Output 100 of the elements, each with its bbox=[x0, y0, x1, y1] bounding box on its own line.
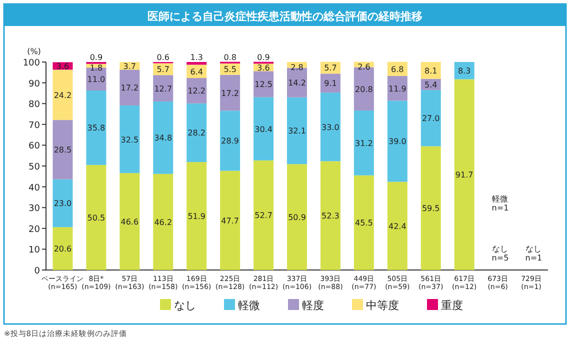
bar bbox=[153, 75, 174, 102]
bar bbox=[454, 62, 474, 80]
legend-label: なし bbox=[174, 299, 196, 312]
data-label: 39.0 bbox=[388, 137, 406, 146]
y-tick-label: 60 bbox=[28, 142, 40, 152]
data-label: 5.7 bbox=[324, 64, 337, 73]
data-label: 2.8 bbox=[290, 62, 304, 72]
data-label: 8.3 bbox=[458, 66, 471, 76]
bar bbox=[153, 102, 174, 174]
bar bbox=[387, 76, 408, 101]
data-label: 28.5 bbox=[54, 146, 72, 155]
data-label: 8.1 bbox=[424, 66, 438, 76]
data-label: 59.5 bbox=[422, 204, 440, 214]
data-label: 6.8 bbox=[391, 64, 404, 74]
bar bbox=[186, 62, 207, 65]
data-label: 34.8 bbox=[154, 134, 172, 143]
data-label: 46.2 bbox=[154, 218, 172, 227]
y-tick-label: 20 bbox=[28, 224, 40, 235]
data-label: 2.6 bbox=[358, 62, 370, 72]
bar bbox=[52, 70, 73, 120]
data-label: 33.0 bbox=[322, 122, 340, 132]
bar bbox=[86, 90, 106, 165]
bar bbox=[120, 70, 140, 106]
bar bbox=[254, 71, 274, 98]
bar bbox=[52, 179, 73, 228]
data-label: 3.6 bbox=[56, 62, 70, 71]
data-label: 50.9 bbox=[288, 213, 306, 222]
data-label: 23.0 bbox=[54, 199, 72, 208]
data-label: 42.4 bbox=[388, 222, 406, 231]
y-tick-label: 80 bbox=[28, 100, 40, 110]
y-tick-label: 0 bbox=[34, 266, 40, 276]
y-tick-label: 30 bbox=[28, 204, 40, 214]
data-label: 50.5 bbox=[87, 213, 106, 222]
data-label: 47.7 bbox=[221, 216, 239, 226]
bar bbox=[153, 174, 174, 270]
data-label: 0.9 bbox=[257, 52, 270, 62]
bar bbox=[287, 164, 307, 270]
data-label: 12.5 bbox=[254, 80, 272, 90]
bar bbox=[287, 97, 307, 164]
bar bbox=[220, 74, 240, 111]
data-label: 11.0 bbox=[87, 75, 106, 84]
data-label: 20.6 bbox=[54, 244, 72, 254]
annotation: なし n=5 bbox=[492, 244, 509, 262]
bar bbox=[186, 162, 207, 270]
bar bbox=[52, 120, 73, 180]
bar bbox=[454, 79, 474, 270]
data-label: 5.7 bbox=[156, 65, 170, 74]
data-label: 12.7 bbox=[154, 84, 172, 94]
bar bbox=[387, 100, 408, 182]
data-label: 31.2 bbox=[355, 138, 373, 148]
bar bbox=[320, 92, 340, 162]
data-label: 1.8 bbox=[90, 64, 103, 73]
data-label: 91.7 bbox=[455, 170, 474, 180]
data-label: 0.8 bbox=[224, 52, 236, 62]
data-label: 17.2 bbox=[221, 88, 239, 98]
data-label: 14.2 bbox=[288, 78, 306, 88]
data-label: 35.8 bbox=[87, 124, 106, 133]
data-label: 51.9 bbox=[188, 212, 206, 222]
data-label: 5.5 bbox=[224, 65, 236, 74]
y-tick-label: 90 bbox=[28, 79, 40, 90]
bar bbox=[254, 160, 274, 270]
y-tick-label: 100 bbox=[22, 58, 40, 68]
bar bbox=[254, 97, 274, 160]
data-label: 17.2 bbox=[120, 84, 139, 93]
y-tick-label: 70 bbox=[28, 120, 40, 131]
annotation: なし n=1 bbox=[525, 244, 542, 262]
data-label: 24.2 bbox=[54, 90, 72, 100]
data-label: 28.2 bbox=[188, 128, 206, 138]
legend-label: 軽度 bbox=[302, 299, 324, 312]
y-tick-label: 50 bbox=[28, 162, 40, 172]
y-tick-label: 10 bbox=[28, 246, 40, 256]
data-label: 27.0 bbox=[422, 114, 440, 124]
bar bbox=[320, 74, 340, 93]
data-label: 3.6 bbox=[257, 63, 270, 72]
annotation: 軽微 n=1 bbox=[492, 194, 509, 213]
data-label: 3.7 bbox=[123, 62, 136, 71]
data-label: 0.6 bbox=[156, 53, 170, 62]
bar bbox=[120, 105, 140, 174]
bar bbox=[354, 175, 374, 270]
data-label: 6.4 bbox=[190, 67, 203, 76]
bar bbox=[420, 62, 441, 79]
bar bbox=[120, 173, 140, 270]
data-label: 52.3 bbox=[322, 212, 340, 221]
data-label: 0.9 bbox=[90, 53, 103, 62]
data-label: 12.2 bbox=[188, 86, 206, 96]
legend-label: 重度 bbox=[441, 299, 463, 312]
data-label: 9.1 bbox=[324, 79, 337, 88]
bar bbox=[387, 182, 408, 270]
chart-title: 医師による自己炎症性疾患活動性の総合評価の経時推移 bbox=[148, 10, 422, 23]
bar bbox=[220, 170, 240, 270]
bar bbox=[186, 103, 207, 162]
bar bbox=[220, 110, 240, 171]
data-label: 52.7 bbox=[254, 211, 272, 220]
data-label: 11.9 bbox=[388, 84, 406, 94]
bar bbox=[52, 227, 73, 270]
data-label: 45.5 bbox=[355, 218, 373, 228]
data-label: 32.1 bbox=[288, 126, 306, 136]
legend-label: 軽微 bbox=[238, 299, 260, 312]
data-label: 28.9 bbox=[221, 136, 239, 146]
data-label: 20.8 bbox=[355, 84, 373, 94]
